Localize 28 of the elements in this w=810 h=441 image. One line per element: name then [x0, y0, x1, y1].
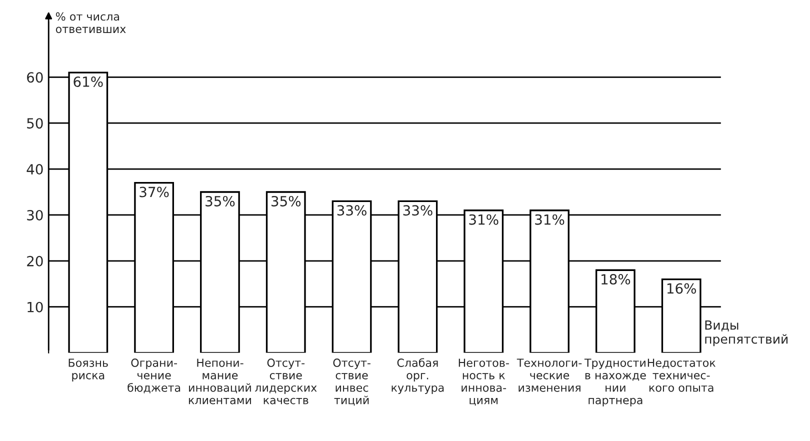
y-tick-label: 40: [26, 164, 43, 175]
x-tick-label: Отсут- ствие инвес тиций: [333, 358, 370, 406]
data-label: 33%: [337, 205, 366, 216]
y-axis-title: % от числа ответивших: [56, 12, 126, 34]
x-tick-label: Отсут- ствие лидерских качеств: [255, 358, 317, 404]
x-tick-label: Недостаток техничес- кого опыта: [648, 358, 716, 392]
data-label: 16%: [667, 283, 696, 294]
data-label: 31%: [535, 214, 564, 225]
x-tick-label: Технологи- ческие изменения: [516, 358, 582, 392]
y-tick-label: 10: [28, 302, 43, 312]
y-tick-label: 50: [27, 118, 43, 129]
data-label: 33%: [403, 205, 432, 216]
data-label: 61%: [74, 76, 103, 88]
data-label: 37%: [140, 186, 169, 198]
x-tick-label: Непони- мание инноваций клиентами: [188, 358, 251, 404]
x-axis-title: Виды препятствий: [705, 320, 788, 346]
x-tick-label: Трудности в нахожде нии партнера: [584, 358, 646, 406]
data-label: 18%: [602, 274, 630, 285]
data-label: 35%: [206, 196, 235, 206]
x-tick-label: Слабая орг. культура: [392, 358, 444, 394]
y-tick-label: 60: [27, 72, 43, 83]
x-tick-label: Боязнь риска: [68, 358, 108, 382]
y-tick-label: 20: [27, 256, 43, 266]
x-tick-label: Неготов- ность к иннова- циям: [458, 358, 509, 406]
y-tick-label: 30: [27, 210, 43, 220]
x-tick-label: Ограни- чение бюджета: [128, 358, 180, 394]
data-label: 31%: [469, 214, 498, 225]
data-label: 35%: [272, 196, 301, 206]
